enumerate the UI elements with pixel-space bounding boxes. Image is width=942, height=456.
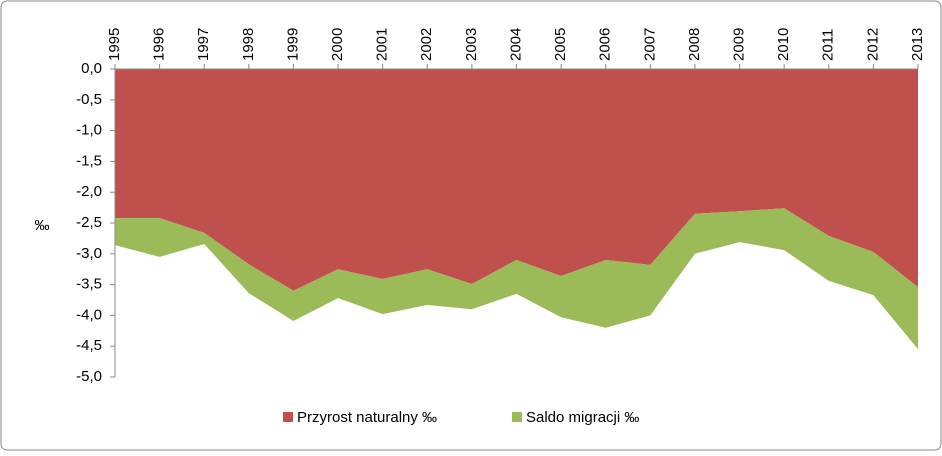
- y-tick-label: -4,5: [76, 337, 102, 354]
- legend-swatch: [283, 412, 293, 422]
- y-tick-label: -0,5: [76, 91, 102, 108]
- y-tick-label: 0,0: [81, 60, 102, 77]
- legend-swatch: [512, 412, 522, 422]
- x-tick-label: 1996: [151, 28, 168, 61]
- x-tick-label: 1997: [195, 28, 212, 61]
- x-tick-label: 2011: [820, 29, 837, 61]
- y-tick-label: -1,0: [76, 122, 102, 139]
- x-tick-label: 1995: [106, 28, 123, 61]
- x-tick-label: 2000: [329, 28, 346, 61]
- x-tick-label: 2010: [775, 28, 792, 61]
- area: [115, 208, 918, 350]
- y-tick-label: -2,5: [76, 214, 102, 231]
- x-tick-label: 1999: [284, 28, 301, 61]
- y-tick-label: -4,0: [76, 306, 102, 323]
- x-tick-label: 2002: [418, 28, 435, 61]
- y-axis-label: ‰: [35, 217, 50, 234]
- y-tick-label: -3,5: [76, 276, 102, 293]
- x-tick-label: 2006: [597, 28, 614, 61]
- legend-label: Przyrost naturalny ‰: [297, 409, 437, 426]
- y-tick-label: -1,5: [76, 152, 102, 169]
- y-tick-label: -2,0: [76, 183, 102, 200]
- x-tick-label: 2008: [686, 28, 703, 61]
- x-tick-label: 2003: [463, 28, 480, 61]
- x-tick-label: 2007: [641, 28, 658, 61]
- x-tick-label: 2005: [552, 28, 569, 61]
- x-tick-label: 2009: [731, 28, 748, 61]
- legend-label: Saldo migracji ‰: [526, 409, 639, 426]
- x-tick-label: 1998: [240, 28, 257, 61]
- x-tick-label: 2001: [374, 28, 391, 61]
- y-tick-label: -3,0: [76, 245, 102, 262]
- area: [115, 69, 918, 291]
- x-tick-label: 2004: [507, 28, 524, 61]
- y-tick-label: -5,0: [76, 368, 102, 385]
- x-tick-label: 2013: [909, 28, 926, 61]
- x-tick-label: 2012: [864, 28, 881, 61]
